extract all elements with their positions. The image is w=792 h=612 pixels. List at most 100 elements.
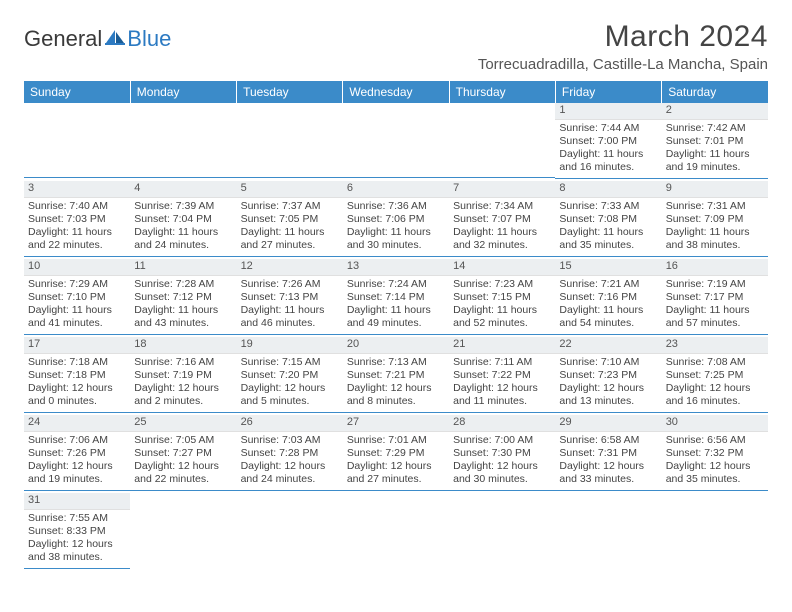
sunset-text: Sunset: 7:26 PM: [28, 447, 126, 460]
day-number: 19: [237, 337, 343, 354]
sunset-text: Sunset: 7:18 PM: [28, 369, 126, 382]
day-number: 27: [343, 415, 449, 432]
calendar-day-cell: [343, 103, 449, 181]
calendar-day-cell: [555, 493, 661, 571]
calendar-day-cell: 17Sunrise: 7:18 AMSunset: 7:18 PMDayligh…: [24, 337, 130, 415]
logo-sail-icon: [104, 26, 126, 52]
sunrise-text: Sunrise: 7:44 AM: [559, 122, 657, 135]
calendar-day-cell: 12Sunrise: 7:26 AMSunset: 7:13 PMDayligh…: [237, 259, 343, 337]
daylight-line1: Daylight: 12 hours: [559, 460, 657, 473]
sunset-text: Sunset: 7:04 PM: [134, 213, 232, 226]
sunset-text: Sunset: 7:17 PM: [666, 291, 764, 304]
day-body: Sunrise: 7:36 AMSunset: 7:06 PMDaylight:…: [343, 198, 449, 258]
daylight-line2: and 16 minutes.: [559, 161, 657, 174]
daylight-line2: and 13 minutes.: [559, 395, 657, 408]
day-body: Sunrise: 7:39 AMSunset: 7:04 PMDaylight:…: [130, 198, 236, 258]
daylight-line2: and 32 minutes.: [453, 239, 551, 252]
calendar-day-cell: [449, 493, 555, 571]
sunrise-text: Sunrise: 7:15 AM: [241, 356, 339, 369]
sunset-text: Sunset: 7:23 PM: [559, 369, 657, 382]
daylight-line1: Daylight: 11 hours: [347, 304, 445, 317]
calendar-day-cell: 24Sunrise: 7:06 AMSunset: 7:26 PMDayligh…: [24, 415, 130, 493]
daylight-line1: Daylight: 11 hours: [134, 226, 232, 239]
calendar-week-row: 17Sunrise: 7:18 AMSunset: 7:18 PMDayligh…: [24, 337, 768, 415]
daylight-line2: and 2 minutes.: [134, 395, 232, 408]
calendar-day-cell: 28Sunrise: 7:00 AMSunset: 7:30 PMDayligh…: [449, 415, 555, 493]
daylight-line2: and 49 minutes.: [347, 317, 445, 330]
sunrise-text: Sunrise: 7:31 AM: [666, 200, 764, 213]
day-body: Sunrise: 7:44 AMSunset: 7:00 PMDaylight:…: [555, 120, 661, 180]
daylight-line1: Daylight: 12 hours: [241, 460, 339, 473]
calendar-day-cell: [662, 493, 768, 571]
sunrise-text: Sunrise: 6:58 AM: [559, 434, 657, 447]
day-body: Sunrise: 7:13 AMSunset: 7:21 PMDaylight:…: [343, 354, 449, 414]
calendar-day-cell: [237, 493, 343, 571]
calendar-day-cell: 7Sunrise: 7:34 AMSunset: 7:07 PMDaylight…: [449, 181, 555, 259]
weekday-header: Friday: [555, 81, 661, 103]
calendar-day-cell: [130, 493, 236, 571]
calendar-day-cell: 18Sunrise: 7:16 AMSunset: 7:19 PMDayligh…: [130, 337, 236, 415]
sunset-text: Sunset: 7:25 PM: [666, 369, 764, 382]
daylight-line2: and 35 minutes.: [666, 473, 764, 486]
day-body: Sunrise: 7:19 AMSunset: 7:17 PMDaylight:…: [662, 276, 768, 336]
day-number: 25: [130, 415, 236, 432]
daylight-line2: and 33 minutes.: [559, 473, 657, 486]
day-number: 9: [662, 181, 768, 198]
day-body: Sunrise: 7:31 AMSunset: 7:09 PMDaylight:…: [662, 198, 768, 258]
day-body: Sunrise: 7:00 AMSunset: 7:30 PMDaylight:…: [449, 432, 555, 492]
sunrise-text: Sunrise: 7:21 AM: [559, 278, 657, 291]
day-number: 16: [662, 259, 768, 276]
daylight-line1: Daylight: 12 hours: [453, 460, 551, 473]
day-number: 24: [24, 415, 130, 432]
daylight-line1: Daylight: 12 hours: [28, 460, 126, 473]
daylight-line2: and 38 minutes.: [28, 551, 126, 564]
daylight-line1: Daylight: 11 hours: [241, 304, 339, 317]
calendar-day-cell: [343, 493, 449, 571]
calendar-day-cell: [130, 103, 236, 181]
sunrise-text: Sunrise: 7:00 AM: [453, 434, 551, 447]
location: Torrecuadradilla, Castille-La Mancha, Sp…: [478, 56, 768, 73]
calendar-week-row: 3Sunrise: 7:40 AMSunset: 7:03 PMDaylight…: [24, 181, 768, 259]
calendar-week-row: 1Sunrise: 7:44 AMSunset: 7:00 PMDaylight…: [24, 103, 768, 181]
day-body: Sunrise: 7:16 AMSunset: 7:19 PMDaylight:…: [130, 354, 236, 414]
sunrise-text: Sunrise: 6:56 AM: [666, 434, 764, 447]
day-body: Sunrise: 7:11 AMSunset: 7:22 PMDaylight:…: [449, 354, 555, 414]
sunrise-text: Sunrise: 7:40 AM: [28, 200, 126, 213]
sunset-text: Sunset: 7:28 PM: [241, 447, 339, 460]
weekday-header: Monday: [130, 81, 236, 103]
day-number: 6: [343, 181, 449, 198]
sunrise-text: Sunrise: 7:11 AM: [453, 356, 551, 369]
day-body: Sunrise: 7:28 AMSunset: 7:12 PMDaylight:…: [130, 276, 236, 336]
daylight-line2: and 22 minutes.: [28, 239, 126, 252]
sunrise-text: Sunrise: 7:16 AM: [134, 356, 232, 369]
sunrise-text: Sunrise: 7:34 AM: [453, 200, 551, 213]
daylight-line1: Daylight: 11 hours: [134, 304, 232, 317]
calendar-day-cell: 16Sunrise: 7:19 AMSunset: 7:17 PMDayligh…: [662, 259, 768, 337]
calendar-day-cell: 14Sunrise: 7:23 AMSunset: 7:15 PMDayligh…: [449, 259, 555, 337]
daylight-line2: and 52 minutes.: [453, 317, 551, 330]
calendar-body: 1Sunrise: 7:44 AMSunset: 7:00 PMDaylight…: [24, 103, 768, 571]
sunrise-text: Sunrise: 7:24 AM: [347, 278, 445, 291]
daylight-line1: Daylight: 12 hours: [559, 382, 657, 395]
day-number: 26: [237, 415, 343, 432]
calendar-day-cell: 9Sunrise: 7:31 AMSunset: 7:09 PMDaylight…: [662, 181, 768, 259]
daylight-line1: Daylight: 12 hours: [666, 382, 764, 395]
day-body: Sunrise: 7:26 AMSunset: 7:13 PMDaylight:…: [237, 276, 343, 336]
day-number: 13: [343, 259, 449, 276]
sunrise-text: Sunrise: 7:26 AM: [241, 278, 339, 291]
sunrise-text: Sunrise: 7:19 AM: [666, 278, 764, 291]
sunset-text: Sunset: 7:05 PM: [241, 213, 339, 226]
day-body: Sunrise: 7:01 AMSunset: 7:29 PMDaylight:…: [343, 432, 449, 492]
sunrise-text: Sunrise: 7:39 AM: [134, 200, 232, 213]
day-number: 21: [449, 337, 555, 354]
daylight-line1: Daylight: 11 hours: [28, 304, 126, 317]
day-number: 17: [24, 337, 130, 354]
daylight-line1: Daylight: 12 hours: [241, 382, 339, 395]
calendar-day-cell: 30Sunrise: 6:56 AMSunset: 7:32 PMDayligh…: [662, 415, 768, 493]
weekday-header: Sunday: [24, 81, 130, 103]
day-number: 20: [343, 337, 449, 354]
calendar-day-cell: 4Sunrise: 7:39 AMSunset: 7:04 PMDaylight…: [130, 181, 236, 259]
calendar-week-row: 24Sunrise: 7:06 AMSunset: 7:26 PMDayligh…: [24, 415, 768, 493]
daylight-line2: and 30 minutes.: [453, 473, 551, 486]
day-body: Sunrise: 7:06 AMSunset: 7:26 PMDaylight:…: [24, 432, 130, 492]
